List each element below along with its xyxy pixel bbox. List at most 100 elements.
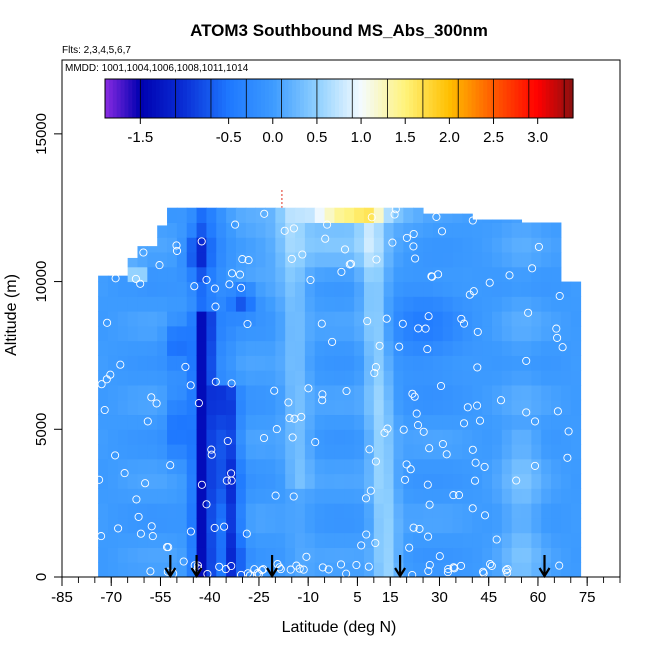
heatmap-cell [560,325,572,342]
x-tick-label: -70 [100,589,122,606]
sample-points-layer [95,205,573,577]
heatmap-cell [324,444,335,460]
heatmap-cell [541,296,552,312]
heatmap-cell [521,252,532,268]
heatmap-cell [551,562,562,577]
heatmap-cell [98,547,109,563]
heatmap-cell [226,237,237,253]
sample-point [470,476,480,485]
heatmap-cell [324,414,335,430]
heatmap-cell [245,252,257,268]
heatmap-cell [551,384,562,401]
heatmap-cell [98,458,109,475]
heatmap-cell [265,237,276,253]
heatmap-cell [462,458,473,475]
heatmap-cell [304,266,316,283]
heatmap-cell [344,414,355,430]
heatmap-cell [344,473,355,489]
heatmap-cell [541,414,552,430]
heatmap-cell [304,429,316,445]
heatmap-cell [157,414,168,430]
heatmap-cell [275,237,286,253]
heatmap-cell [255,355,267,371]
heatmap-cell [403,207,414,223]
heatmap-cell [334,355,345,371]
heatmap-cell [472,532,483,548]
heatmap-cell [551,311,562,327]
heatmap-cell [265,340,276,356]
heatmap-cell [511,355,523,371]
sample-point [190,561,199,570]
heatmap-cell [157,355,168,371]
heatmap-cell [137,384,148,401]
heatmap-cell [117,281,129,297]
colorbar-segment [206,79,211,118]
heatmap-cell [147,399,158,416]
colorbar-segment [245,79,250,118]
x-tick-label: 45 [480,589,497,606]
sample-point [413,421,423,430]
heatmap-cell [107,281,119,297]
colorbar-segment [401,79,406,118]
heatmap-cell [482,370,493,386]
heatmap-cell [432,562,444,577]
sample-point [342,569,351,577]
heatmap-cell [255,384,267,401]
heatmap-cell [491,355,503,371]
colorbar-tick-label: 0.5 [306,129,327,146]
sample-point [271,491,280,500]
heatmap-cell [157,517,168,534]
colorbar-segment [495,79,500,118]
heatmap-cell [482,414,493,430]
arrow-head [266,567,279,579]
heatmap-cell [117,532,129,548]
heatmap-cell [423,503,434,519]
heatmap-cell [295,340,306,356]
heatmap-cell [295,503,306,519]
heatmap-cell [265,503,276,519]
heatmap-cell [462,296,473,312]
heatmap-cell [186,384,198,401]
heatmap-cell [403,444,414,460]
heatmap-cell [226,384,237,401]
heatmap-cell [275,399,286,416]
heatmap-cell [442,370,454,386]
heatmap-cell [137,503,148,519]
heatmap-cell [413,532,424,548]
sample-point [390,210,399,219]
heatmap-cell [344,429,355,445]
sample-point [415,524,424,533]
heatmap-cell [107,473,119,489]
heatmap-cell [206,429,217,445]
heatmap-cell [393,384,404,401]
heatmap-cell [521,562,532,577]
heatmap-cell [167,562,178,577]
heatmap-cell [462,252,473,268]
heatmap-cell [442,222,454,238]
heatmap-cell [570,547,582,563]
heatmap-cell [393,252,404,268]
sample-point [116,360,125,369]
heatmap-cell [521,325,532,342]
heatmap-cell [344,325,355,342]
heatmap-cell [314,488,326,504]
heatmap-cell [196,296,207,312]
heatmap-cell [314,296,326,312]
heatmap-cell [482,488,493,504]
heatmap-cell [226,532,237,548]
heatmap-cell [373,458,385,475]
heatmap-cell [541,488,552,504]
heatmap-cell [383,399,395,416]
heatmap-cell [363,311,375,327]
heatmap-cell [295,473,306,489]
heatmap-cell [206,340,217,356]
colorbar-segment [471,79,477,118]
heatmap-cell [216,384,227,401]
heatmap-cell [511,237,523,253]
heatmap-cell [216,311,227,327]
heatmap-cell [570,562,582,577]
heatmap-cell [551,547,562,563]
heatmap-cell [196,222,207,238]
heatmap-cell [147,458,158,475]
sample-point [285,414,294,423]
